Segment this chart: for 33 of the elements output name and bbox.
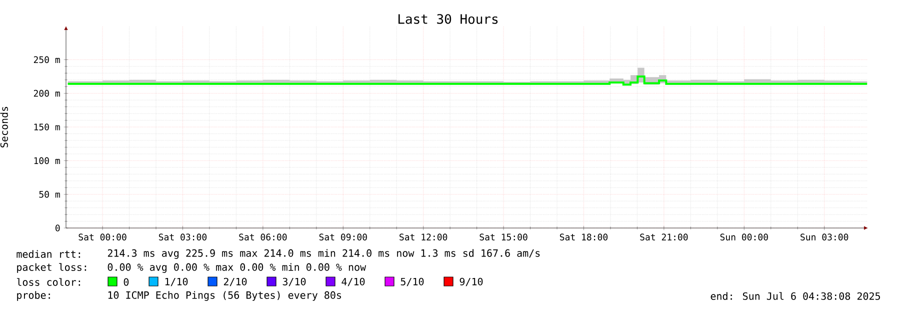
text: end: Sun Jul 6 04:38:08 2025 bbox=[710, 292, 880, 300]
x-tick-label: Sun 03:00 bbox=[800, 234, 848, 240]
text: packet loss: bbox=[17, 263, 86, 273]
legend-label: 9/10 bbox=[460, 278, 483, 286]
y-tick-label: 200 m bbox=[34, 90, 60, 97]
legend-label: 3/10 bbox=[282, 278, 306, 286]
x-tick-label: Sat 18:00 bbox=[560, 234, 608, 240]
text: 0.00 % avg 0.00 % max 0.00 % min 0.00 % now bbox=[108, 263, 366, 273]
text: probe: bbox=[17, 291, 50, 301]
legend-label: 1/10 bbox=[165, 278, 188, 286]
x-tick-label: Sat 03:00 bbox=[158, 234, 207, 240]
y-tick-label: 100 m bbox=[34, 157, 60, 164]
x-tick-label: Sat 00:00 bbox=[78, 234, 126, 240]
y-tick-label: 250 m bbox=[34, 56, 60, 64]
x-tick-label: Sat 21:00 bbox=[640, 234, 688, 240]
x-tick-label: Sat 09:00 bbox=[319, 234, 367, 240]
text: median rtt: bbox=[16, 250, 80, 258]
legend-label: 0 bbox=[124, 278, 129, 286]
y-axis-title: Seconds bbox=[0, 106, 8, 148]
x-tick-label: Sun 00:00 bbox=[720, 234, 768, 240]
x-tick-label: Sat 06:00 bbox=[239, 234, 287, 240]
legend-label: 4/10 bbox=[342, 278, 365, 286]
legend-label: 5/10 bbox=[400, 278, 424, 286]
legend-label: 2/10 bbox=[224, 278, 247, 286]
y-tick-label: 150 m bbox=[34, 124, 60, 130]
x-tick-label: Sat 12:00 bbox=[400, 234, 448, 240]
x-tick-label: Sat 15:00 bbox=[480, 234, 528, 240]
legend-title: loss color: bbox=[16, 278, 80, 286]
text: 214.3 ms avg 225.9 ms max 214.0 ms min 214.0 ms now 1.3 ms sd 167.6 am/s bbox=[108, 249, 540, 259]
y-tick-label: 50 m bbox=[39, 190, 60, 198]
text: 10 ICMP Echo Pings (56 Bytes) every 80s bbox=[108, 291, 341, 301]
chart-title: Last 30 Hours bbox=[398, 14, 498, 24]
y-tick-label: 0 bbox=[56, 224, 60, 232]
